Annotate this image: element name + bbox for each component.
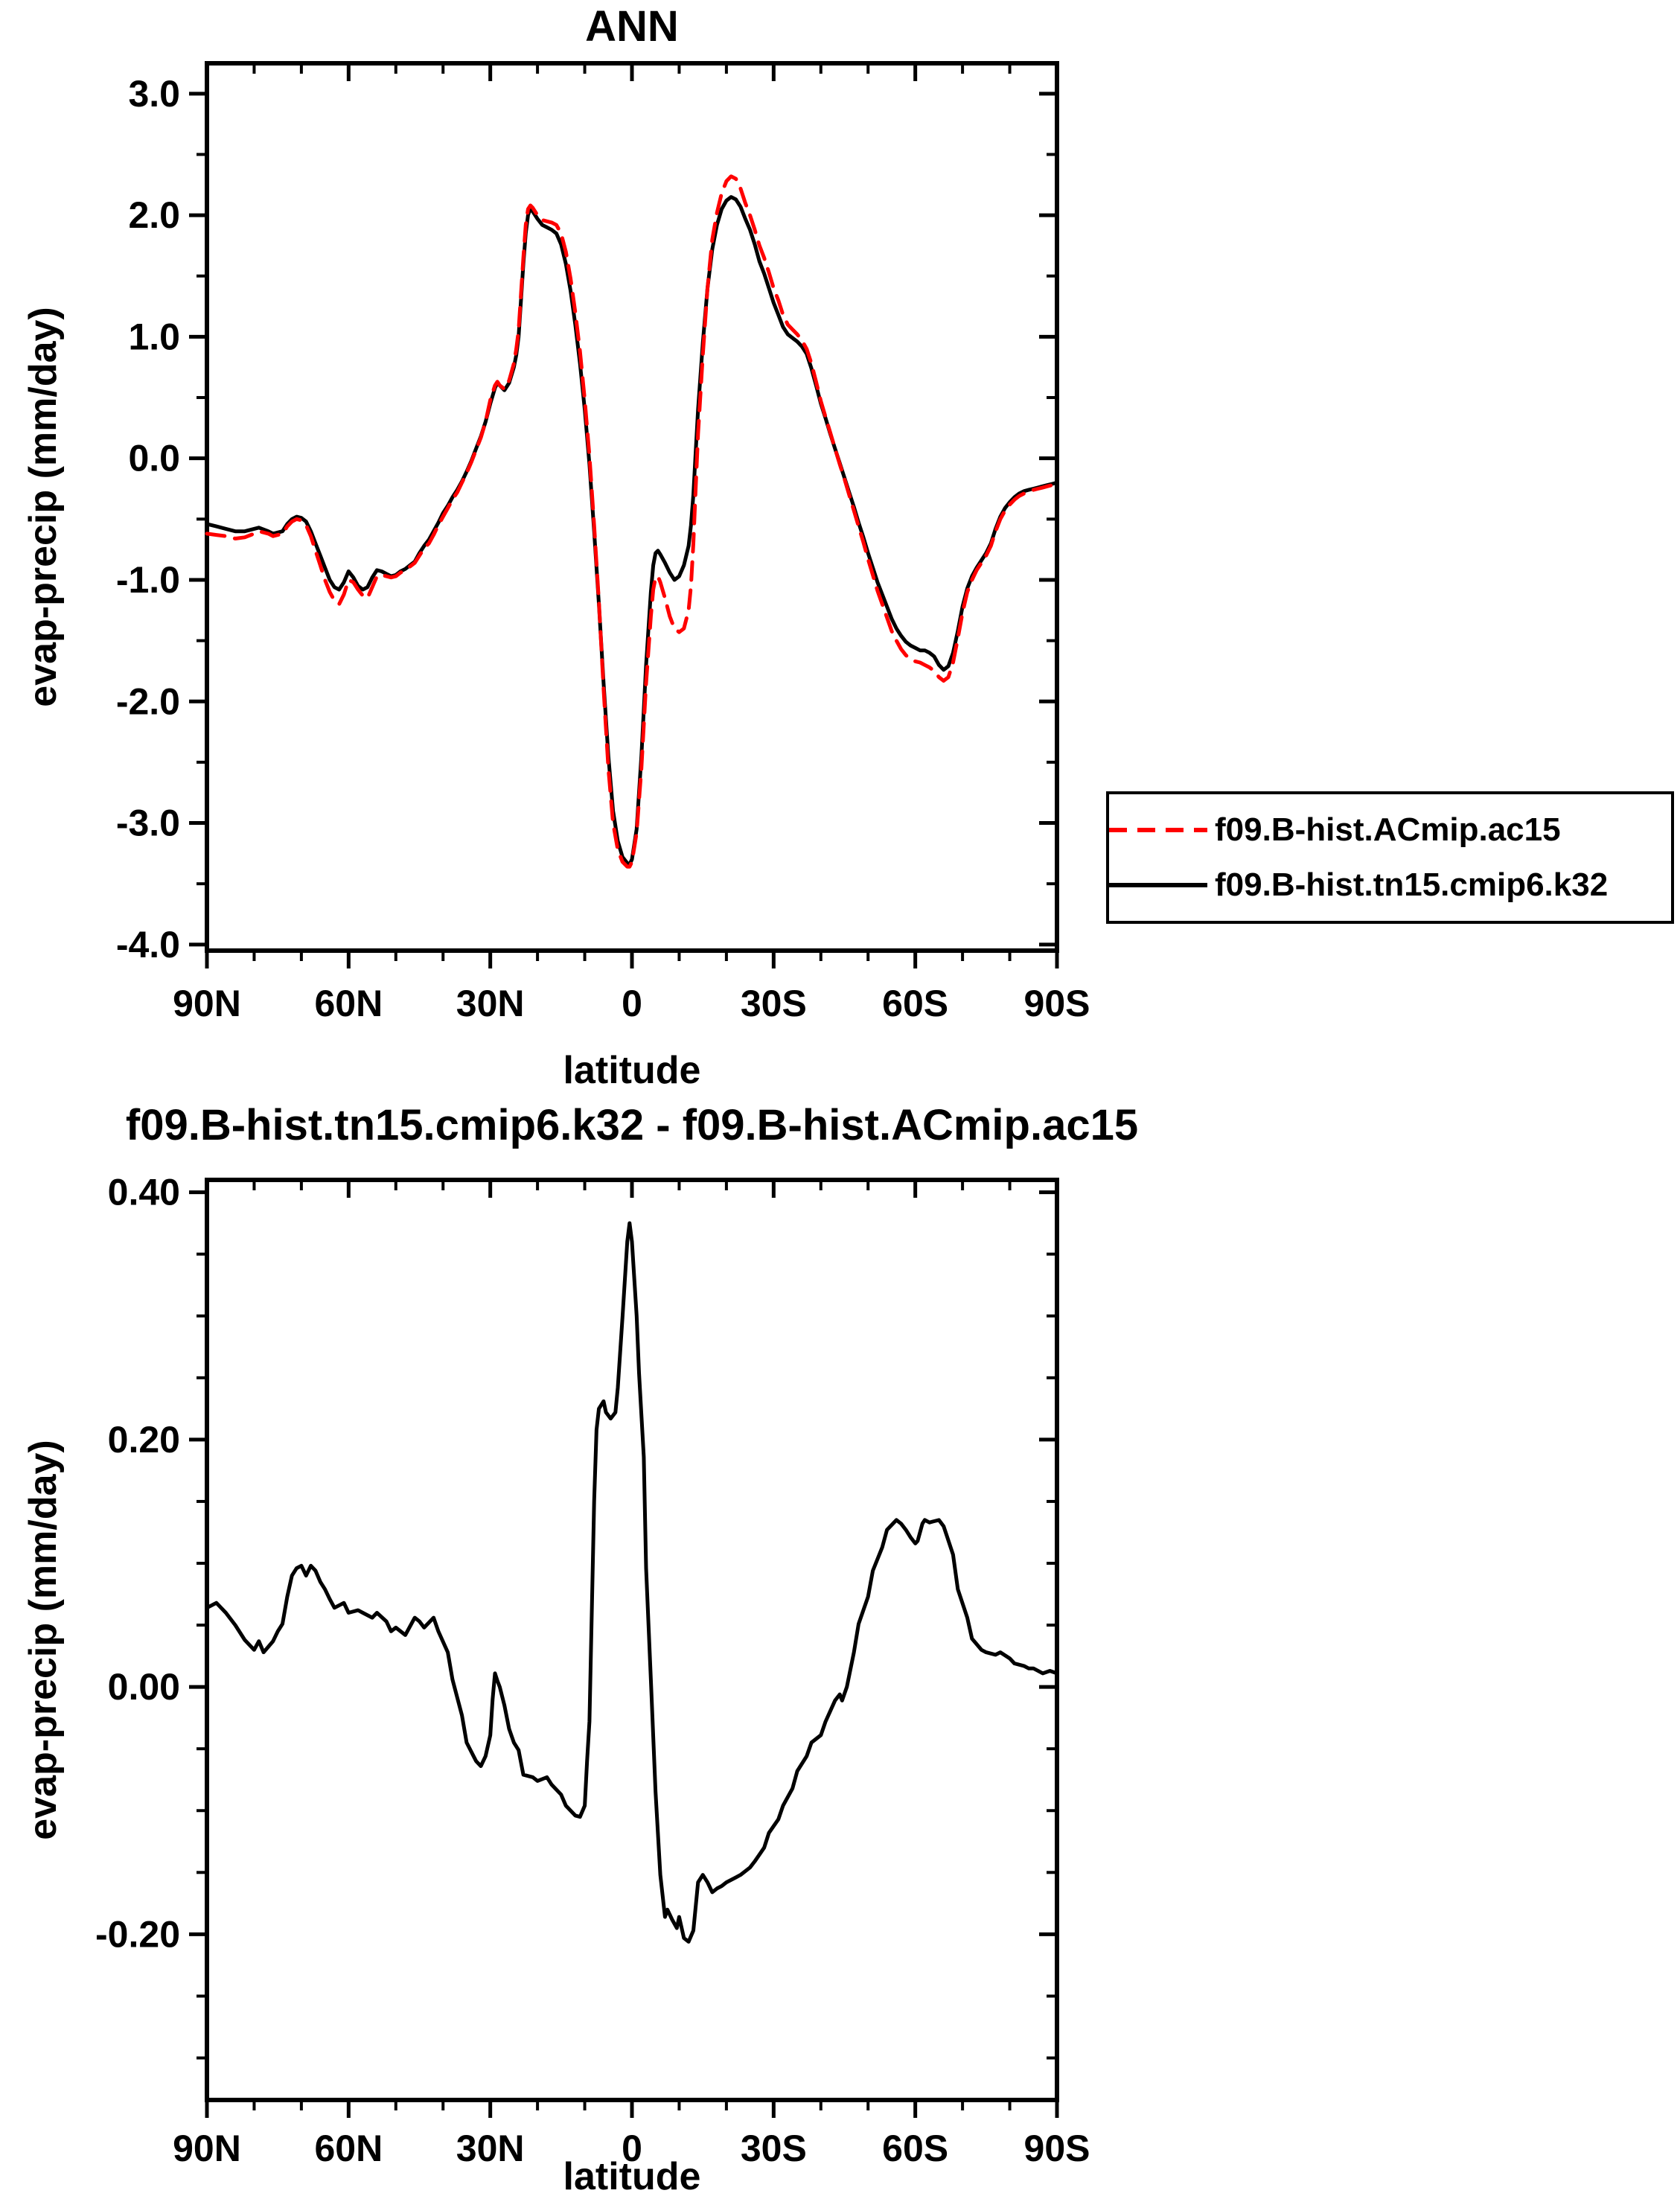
top-chart-title: ANN [585, 2, 679, 51]
plot-box [205, 1178, 1059, 2102]
x-tick-label: 90N [173, 2128, 241, 2169]
x-tick-label: 60S [882, 2128, 948, 2169]
x-tick-label: 30N [456, 2128, 525, 2169]
y-tick-label: 2.0 [128, 194, 180, 236]
x-tick-label: 30S [741, 2128, 807, 2169]
y-tick-label: -4.0 [116, 924, 180, 966]
bottom-chart-y-axis-label: evap-precip (mm/day) [22, 1440, 65, 1840]
y-tick-label: 3.0 [128, 73, 180, 115]
x-tick-label: 90S [1024, 2128, 1090, 2169]
x-tick-label: 0 [622, 2128, 642, 2169]
x-tick-label: 30N [456, 983, 525, 1024]
y-tick-label: 0.20 [108, 1419, 180, 1461]
x-tick-label: 60N [314, 983, 383, 1024]
legend-entry-tn15: f09.B-hist.tn15.cmip6.k32 [1109, 864, 1671, 907]
y-tick-label: -0.20 [95, 1913, 180, 1955]
y-tick-label: -3.0 [116, 802, 180, 844]
x-tick-label: 90S [1024, 983, 1090, 1024]
legend-label-acmip: f09.B-hist.ACmip.ac15 [1215, 811, 1561, 848]
legend-entry-acmip: f09.B-hist.ACmip.ac15 [1109, 808, 1671, 852]
y-tick-label: -2.0 [116, 680, 180, 722]
y-tick-label: -1.0 [116, 559, 180, 601]
legend-dashed-line-icon [1109, 828, 1207, 832]
y-tick-label: 0.00 [108, 1666, 180, 1708]
top-chart-x-axis-label: latitude [563, 1049, 701, 1092]
bottom-chart-x-axis-label: latitude [563, 2155, 701, 2198]
bottom-chart-title: f09.B-hist.tn15.cmip6.k32 - f09.B-hist.A… [125, 1101, 1139, 1149]
legend: f09.B-hist.ACmip.ac15 f09.B-hist.tn15.cm… [1106, 791, 1674, 924]
plot-box [205, 61, 1059, 953]
legend-solid-line-icon [1109, 883, 1207, 887]
x-tick-label: 30S [741, 983, 807, 1024]
series-line-1 [205, 195, 1059, 866]
y-tick-label: 1.0 [128, 316, 180, 357]
x-tick-label: 90N [173, 983, 241, 1024]
series-line-0 [205, 1221, 1059, 1944]
y-tick-label: 0.0 [128, 438, 180, 479]
x-tick-label: 60S [882, 983, 948, 1024]
chart-group: 90N 60N 30N 0 30S 60S 90S 0.40 0.20 0.00 -0.20 [95, 1172, 1090, 2169]
y-tick-label: 0.40 [108, 1172, 180, 1213]
chart-group: 90N 60N 30N 0 30S 60S 90S 3.0 2.0 1.0 0.0 -1.0 -2.0 -… [116, 61, 1090, 1024]
legend-label-tn15: f09.B-hist.tn15.cmip6.k32 [1215, 866, 1609, 903]
x-tick-label: 0 [622, 983, 642, 1024]
top-chart-y-axis-label: evap-precip (mm/day) [22, 307, 65, 707]
series-line-0 [205, 174, 1059, 869]
x-tick-label: 60N [314, 2128, 383, 2169]
